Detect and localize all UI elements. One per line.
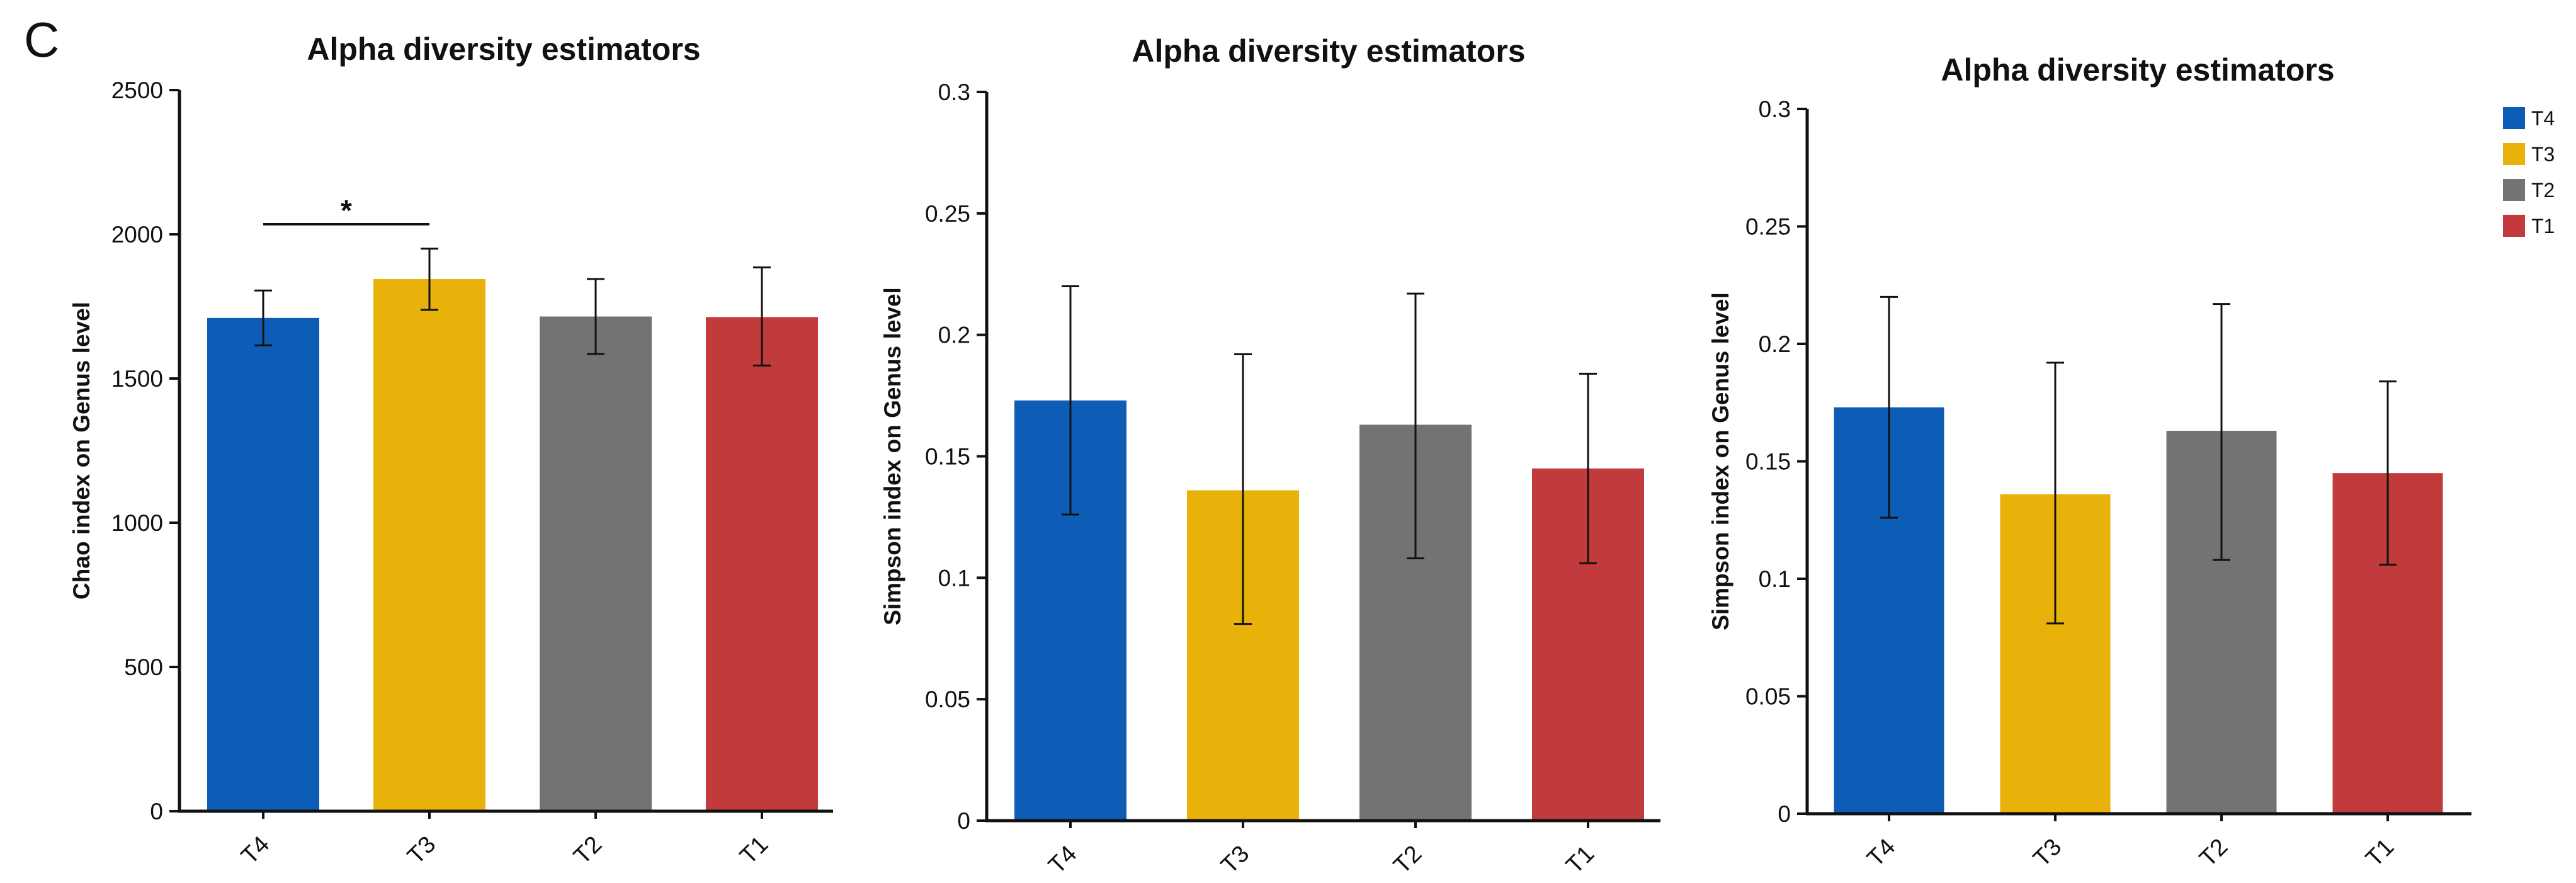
y-tick-label: 0: [957, 808, 970, 834]
x-tick-label: T3: [2028, 834, 2067, 872]
y-tick-label: 0.05: [925, 686, 970, 712]
x-tick-label: T4: [1043, 841, 1082, 879]
legend-label: T1: [2531, 215, 2555, 237]
legend-label: T2: [2531, 179, 2555, 202]
y-tick-label: 500: [124, 654, 163, 680]
x-tick-label: T2: [2194, 834, 2233, 872]
bar-t2: [540, 316, 652, 811]
y-tick-label: 0: [1778, 801, 1791, 827]
y-tick-label: 0.2: [1759, 331, 1791, 357]
y-tick-label: 0.3: [938, 79, 970, 105]
y-axis-label: Chao index on Genus level: [69, 302, 94, 600]
x-tick-label: T4: [1862, 834, 1900, 872]
x-tick-label: T3: [1216, 841, 1254, 879]
x-tick-label: T2: [569, 831, 607, 870]
y-tick-label: 0.05: [1745, 684, 1791, 710]
x-tick-label: T1: [735, 831, 773, 870]
legend-swatch-t1: [2503, 215, 2525, 237]
legend-swatch-t2: [2503, 179, 2525, 201]
y-tick-label: 0.3: [1759, 96, 1791, 122]
x-tick-label: T1: [2361, 834, 2399, 872]
y-tick-label: 0.15: [1745, 449, 1791, 475]
y-tick-label: 0.25: [925, 201, 970, 227]
legend-swatch-t3: [2503, 143, 2525, 165]
x-tick-label: T3: [402, 831, 441, 870]
legend-label: T4: [2531, 107, 2555, 130]
y-tick-label: 0.2: [938, 322, 970, 348]
y-tick-label: 0.1: [938, 565, 970, 591]
y-tick-label: 0.15: [925, 444, 970, 470]
legend-label: T3: [2531, 143, 2555, 166]
bar-t1: [706, 317, 818, 811]
y-axis-label: Simpson index on Genus level: [880, 287, 905, 625]
panel-label: C: [24, 12, 60, 67]
bar-t3: [373, 278, 485, 811]
chart-title: Alpha diversity estimators: [1132, 33, 1525, 69]
x-tick-label: T1: [1561, 841, 1599, 879]
x-tick-label: T4: [236, 831, 275, 870]
y-tick-label: 0.1: [1759, 566, 1791, 592]
y-tick-label: 2000: [111, 222, 163, 248]
y-tick-label: 0.25: [1745, 214, 1791, 240]
bar-t4: [207, 317, 319, 811]
y-tick-label: 1500: [111, 366, 163, 392]
y-axis-label: Simpson index on Genus level: [1708, 292, 1733, 630]
y-tick-label: 0: [150, 799, 163, 824]
chart-title: Alpha diversity estimators: [1941, 52, 2334, 88]
significance-marker: *: [341, 194, 352, 227]
legend-swatch-t4: [2503, 107, 2525, 129]
y-tick-label: 2500: [111, 77, 163, 103]
x-tick-label: T2: [1388, 841, 1427, 879]
y-tick-label: 1000: [111, 510, 163, 536]
chart-title: Alpha diversity estimators: [307, 31, 700, 67]
